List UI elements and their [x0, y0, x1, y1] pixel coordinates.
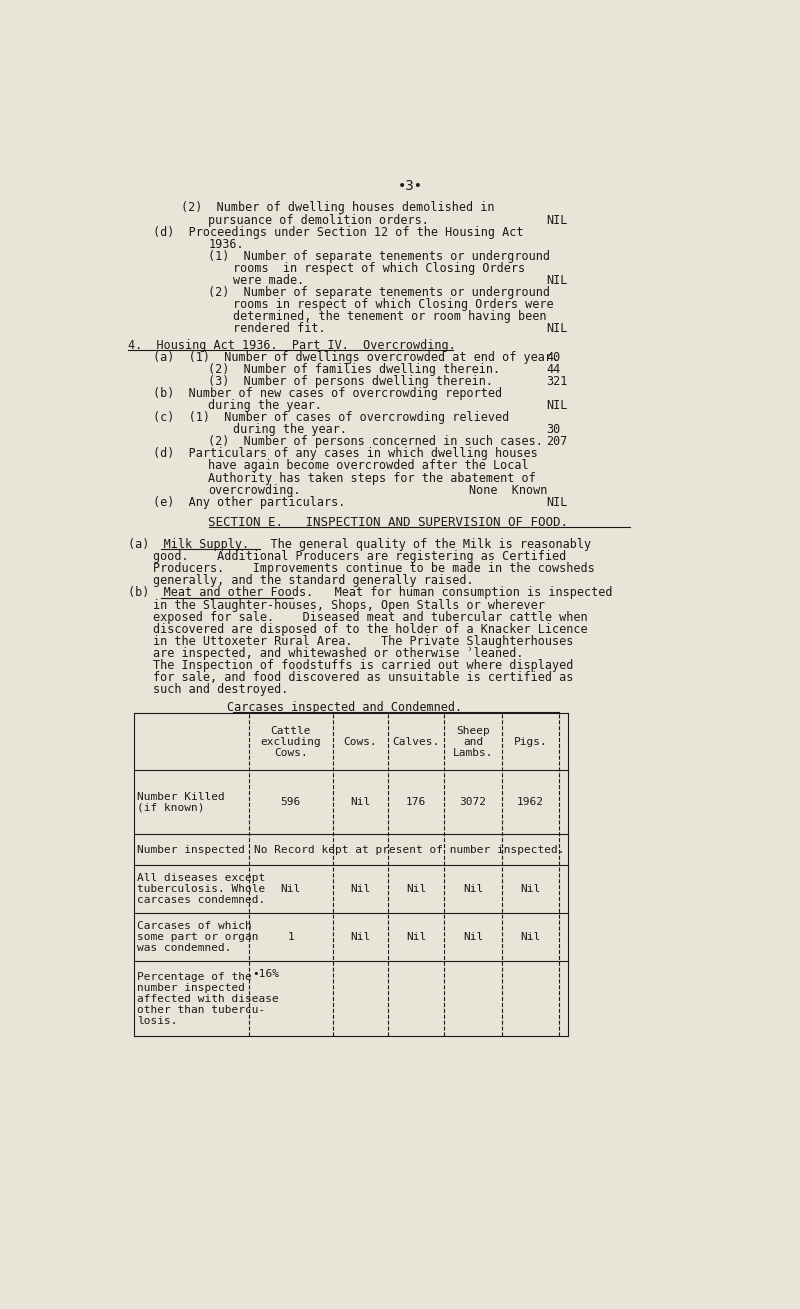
Text: other than tubercu-: other than tubercu- — [138, 1005, 266, 1014]
Text: excluding: excluding — [260, 737, 321, 746]
Text: Carcases of which: Carcases of which — [138, 922, 252, 931]
Text: losis.: losis. — [138, 1016, 178, 1026]
Text: Nil: Nil — [350, 797, 370, 808]
Text: Nil: Nil — [350, 932, 370, 942]
Text: Nil: Nil — [350, 884, 370, 894]
Text: overcrowding.: overcrowding. — [209, 483, 301, 496]
Text: (b)  Meat and other Foods.   Meat for human consumption is inspected: (b) Meat and other Foods. Meat for human… — [128, 586, 613, 600]
Text: Authority has taken steps for the abatement of: Authority has taken steps for the abatem… — [209, 471, 536, 484]
Text: for sale, and food discovered as unsuitable is certified as: for sale, and food discovered as unsuita… — [153, 672, 573, 685]
Text: 1962: 1962 — [517, 797, 544, 808]
Text: (a)  (1)  Number of dwellings overcrowded at end of year.: (a) (1) Number of dwellings overcrowded … — [153, 351, 559, 364]
Text: (d)  Proceedings under Section 12 of the Housing Act: (d) Proceedings under Section 12 of the … — [153, 225, 523, 238]
Text: (c)  (1)  Number of cases of overcrowding relieved: (c) (1) Number of cases of overcrowding … — [153, 411, 509, 424]
Text: None  Known: None Known — [469, 483, 547, 496]
Text: Nil: Nil — [463, 932, 483, 942]
Text: tuberculosis. Whole: tuberculosis. Whole — [138, 884, 266, 894]
Text: Lambs.: Lambs. — [453, 747, 493, 758]
Text: some part or organ: some part or organ — [138, 932, 258, 942]
Text: Nil: Nil — [463, 884, 483, 894]
Text: (1)  Number of separate tenements or underground: (1) Number of separate tenements or unde… — [209, 250, 550, 263]
Text: Producers.    Improvements continue to be made in the cowsheds: Producers. Improvements continue to be m… — [153, 563, 594, 575]
Text: Nil: Nil — [520, 884, 541, 894]
Text: rendered fit.: rendered fit. — [234, 322, 326, 335]
Text: SECTION E.   INSPECTION AND SUPERVISION OF FOOD.: SECTION E. INSPECTION AND SUPERVISION OF… — [209, 516, 569, 529]
Text: and: and — [463, 737, 483, 746]
Text: rooms  in respect of which Closing Orders: rooms in respect of which Closing Orders — [234, 262, 526, 275]
Text: (e)  Any other particulars.: (e) Any other particulars. — [153, 496, 345, 509]
Text: •16%: •16% — [252, 969, 279, 979]
Text: •3•: •3• — [398, 179, 422, 194]
Text: 44: 44 — [546, 363, 561, 376]
Text: Number inspected: Number inspected — [138, 844, 245, 855]
Text: (if known): (if known) — [138, 802, 205, 813]
Text: Percentage of the: Percentage of the — [138, 971, 252, 982]
Text: 3072: 3072 — [459, 797, 486, 808]
Text: (2)  Number of separate tenements or underground: (2) Number of separate tenements or unde… — [209, 287, 550, 298]
Text: Number Killed: Number Killed — [138, 792, 225, 801]
Text: (d)  Particulars of any cases in which dwelling houses: (d) Particulars of any cases in which dw… — [153, 448, 538, 461]
Text: 207: 207 — [546, 436, 568, 448]
Text: 4.  Housing Act 1936.  Part IV.  Overcrowding.: 4. Housing Act 1936. Part IV. Overcrowdi… — [128, 339, 456, 352]
Text: NIL: NIL — [546, 274, 568, 287]
Text: Nil: Nil — [406, 884, 426, 894]
Text: 1936.: 1936. — [209, 238, 244, 251]
Text: Cows.: Cows. — [343, 737, 378, 746]
Text: discovered are disposed of to the holder of a Knacker Licence: discovered are disposed of to the holder… — [153, 623, 587, 636]
Text: Nil: Nil — [406, 932, 426, 942]
Text: The Inspection of foodstuffs is carried out where displayed: The Inspection of foodstuffs is carried … — [153, 658, 573, 672]
Text: (2)  Number of persons concerned in such cases.: (2) Number of persons concerned in such … — [209, 436, 543, 448]
Text: carcases condemned.: carcases condemned. — [138, 895, 266, 905]
Text: Cattle: Cattle — [270, 725, 311, 736]
Text: 321: 321 — [546, 374, 568, 387]
Text: NIL: NIL — [546, 399, 568, 412]
Text: (3)  Number of persons dwelling therein.: (3) Number of persons dwelling therein. — [209, 374, 494, 387]
Text: NIL: NIL — [546, 213, 568, 226]
Text: during the year.: during the year. — [234, 423, 347, 436]
Text: All diseases except: All diseases except — [138, 873, 266, 882]
Text: good.    Additional Producers are registering as Certified: good. Additional Producers are registeri… — [153, 550, 566, 563]
Text: (2)  Number of dwelling houses demolished in: (2) Number of dwelling houses demolished… — [181, 202, 494, 215]
Text: have again become overcrowded after the Local: have again become overcrowded after the … — [209, 459, 529, 473]
Text: rooms in respect of which Closing Orders were: rooms in respect of which Closing Orders… — [234, 298, 554, 312]
Text: (b)  Number of new cases of overcrowding reported: (b) Number of new cases of overcrowding … — [153, 387, 502, 399]
Text: Nil: Nil — [520, 932, 541, 942]
Text: 1: 1 — [287, 932, 294, 942]
Text: NIL: NIL — [546, 496, 568, 509]
Text: in the Slaughter-houses, Shops, Open Stalls or wherever: in the Slaughter-houses, Shops, Open Sta… — [153, 598, 545, 611]
Text: in the Uttoxeter Rural Area.    The Private Slaughterhouses: in the Uttoxeter Rural Area. The Private… — [153, 635, 573, 648]
Text: pursuance of demolition orders.: pursuance of demolition orders. — [209, 213, 430, 226]
Text: generally, and the standard generally raised.: generally, and the standard generally ra… — [153, 575, 474, 588]
Text: are inspected, and whitewashed or otherwise ʾleaned.: are inspected, and whitewashed or otherw… — [153, 647, 523, 660]
Text: (a)  Milk Supply.   The general quality of the Milk is reasonably: (a) Milk Supply. The general quality of … — [128, 538, 591, 551]
Text: (2)  Number of families dwelling therein.: (2) Number of families dwelling therein. — [209, 363, 501, 376]
Text: during the year.: during the year. — [209, 399, 322, 412]
Text: was condemned.: was condemned. — [138, 944, 232, 953]
Text: 30: 30 — [546, 423, 561, 436]
Text: Nil: Nil — [281, 884, 301, 894]
Text: NIL: NIL — [546, 322, 568, 335]
Text: Pigs.: Pigs. — [514, 737, 547, 746]
Text: Calves.: Calves. — [393, 737, 440, 746]
Text: Sheep: Sheep — [456, 725, 490, 736]
Text: 40: 40 — [546, 351, 561, 364]
Text: Cows.: Cows. — [274, 747, 307, 758]
Text: No Record kept at present of number inspected.: No Record kept at present of number insp… — [254, 844, 564, 855]
Text: 176: 176 — [406, 797, 426, 808]
Text: exposed for sale.    Diseased meat and tubercular cattle when: exposed for sale. Diseased meat and tube… — [153, 610, 587, 623]
Text: affected with disease: affected with disease — [138, 994, 279, 1004]
Text: were made.: were made. — [234, 274, 305, 287]
Text: determined, the tenement or room having been: determined, the tenement or room having … — [234, 310, 547, 323]
Text: Carcases inspected and Condemned.: Carcases inspected and Condemned. — [227, 702, 462, 715]
Text: such and destroyed.: such and destroyed. — [153, 683, 288, 696]
Text: 596: 596 — [281, 797, 301, 808]
Text: number inspected: number inspected — [138, 983, 245, 992]
